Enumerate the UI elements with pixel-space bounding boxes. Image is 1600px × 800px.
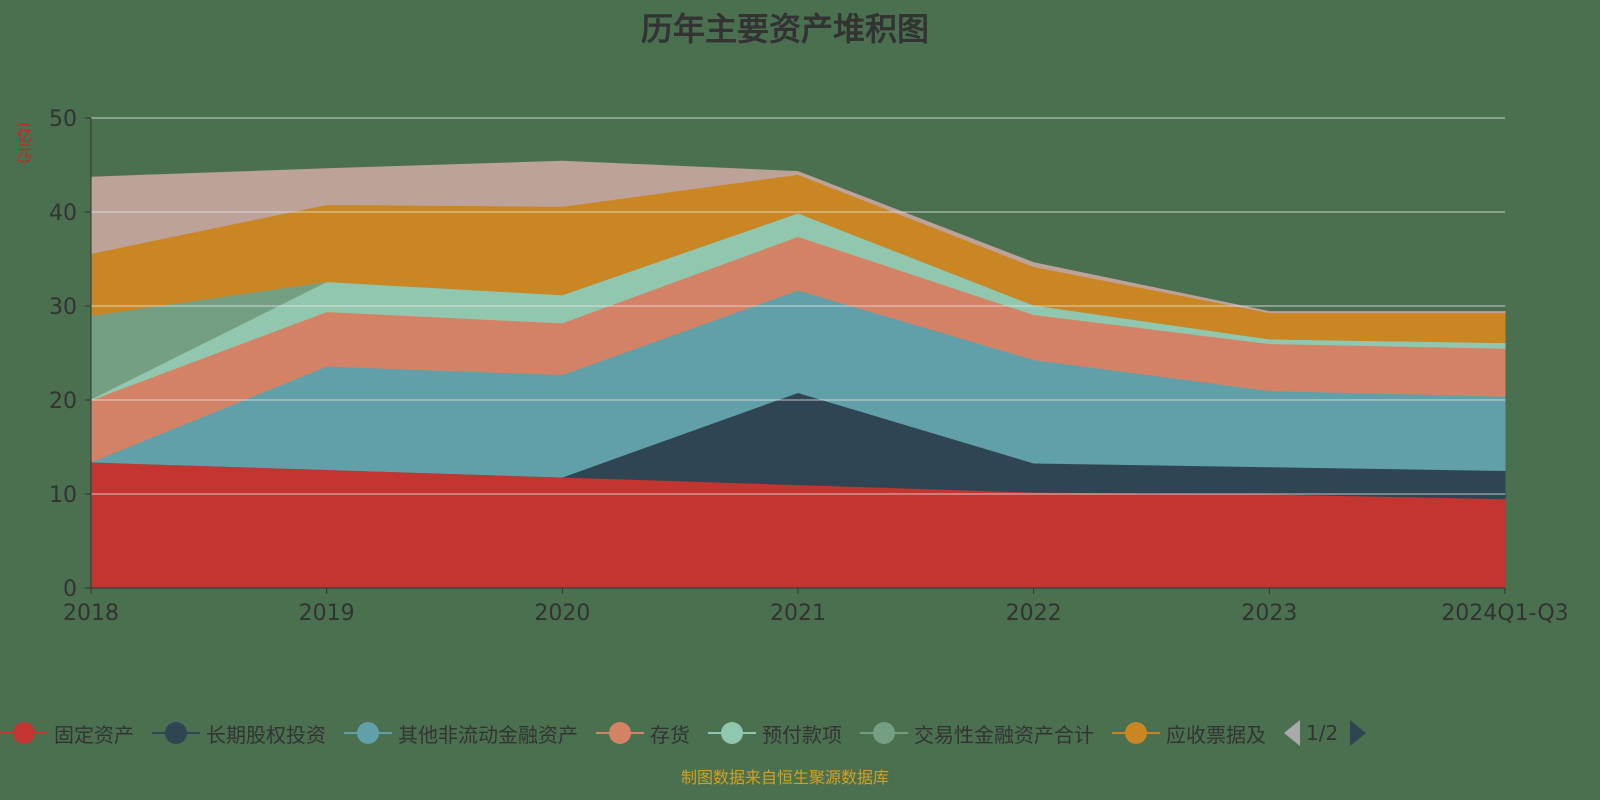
legend-label: 应收票据及	[1166, 722, 1266, 747]
legend-page: 1/2	[1306, 721, 1339, 745]
legend-item[interactable]: 交易性金融资产合计	[860, 719, 1094, 748]
legend-pager: 1/2	[1284, 720, 1367, 746]
legend-label: 长期股权投资	[206, 722, 326, 747]
area-series-7	[90, 160, 1506, 314]
legend-label: 固定资产	[54, 722, 134, 747]
x-tick-label: 2023	[1241, 601, 1297, 626]
x-tick-label: 2020	[534, 601, 590, 626]
x-tick-label: 2018	[63, 601, 119, 626]
x-tick-label: 2021	[770, 601, 826, 626]
y-tick-label: 20	[49, 389, 77, 414]
legend-symbol-icon	[860, 721, 908, 745]
y-tick-label: 10	[49, 483, 77, 508]
legend-symbol-icon	[152, 721, 200, 745]
legend-item[interactable]: 其他非流动金融资产	[344, 719, 578, 748]
legend-symbol-icon	[596, 721, 644, 745]
legend-symbol-icon	[344, 721, 392, 745]
legend: 固定资产 长期股权投资 其他非流动金融资产 存货 预付款项 交易性金融资产合计 应收票据及 …	[0, 718, 1367, 748]
legend-item[interactable]: 应收票据及	[1112, 719, 1266, 748]
y-tick-label: 30	[49, 295, 77, 320]
source-footer: 制图数据来自恒生聚源数据库	[680, 768, 889, 787]
y-tick-label: 0	[63, 577, 77, 602]
y-tick-label: 40	[49, 201, 77, 226]
legend-item[interactable]: 固定资产	[0, 719, 134, 748]
legend-symbol-icon	[0, 721, 48, 745]
legend-item[interactable]: 预付款项	[708, 719, 842, 748]
legend-label: 预付款项	[762, 722, 842, 747]
legend-symbol-icon	[1112, 721, 1160, 745]
y-axis-unit: (亿元)	[15, 122, 33, 164]
x-tick-label: 2019	[299, 601, 355, 626]
x-tick-label: 2022	[1006, 601, 1062, 626]
prev-page-icon[interactable]	[1284, 720, 1300, 746]
y-tick-label: 50	[49, 107, 77, 132]
legend-item[interactable]: 存货	[596, 719, 690, 748]
legend-label: 存货	[650, 722, 690, 747]
next-page-icon[interactable]	[1350, 720, 1367, 746]
legend-symbol-icon	[708, 721, 756, 745]
legend-label: 其他非流动金融资产	[398, 722, 578, 747]
legend-item[interactable]: 长期股权投资	[152, 719, 326, 748]
chart-title: 历年主要资产堆积图	[640, 10, 929, 48]
x-tick-label: 2024Q1-Q3	[1441, 601, 1568, 626]
legend-label: 交易性金融资产合计	[914, 722, 1094, 747]
